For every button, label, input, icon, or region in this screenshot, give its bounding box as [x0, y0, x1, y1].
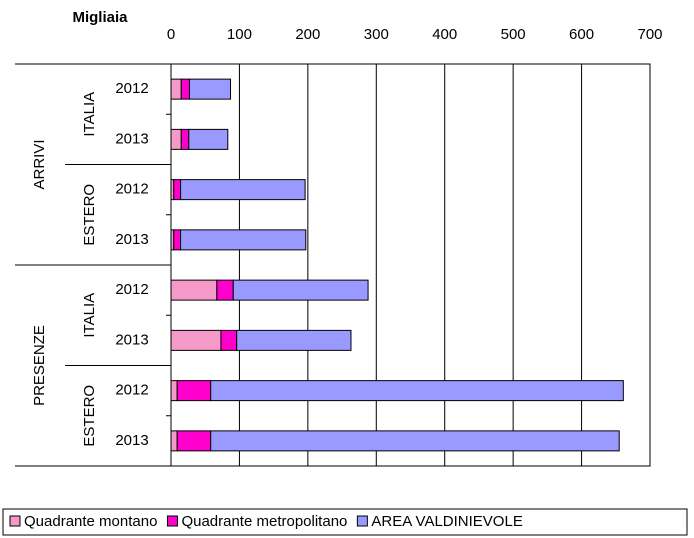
- x-tick-label: 700: [637, 26, 662, 43]
- bar-segment: [232, 279, 369, 301]
- bar-segment: [216, 279, 234, 301]
- bar-segment: [220, 329, 238, 351]
- bar-segment: [180, 229, 307, 251]
- group-label: ARRIVI: [31, 139, 48, 189]
- legend-swatch: [356, 515, 368, 527]
- bar-segment: [176, 430, 212, 452]
- bar-segment: [170, 430, 178, 452]
- bar-segment: [173, 229, 182, 251]
- bar-segment: [170, 279, 218, 301]
- bar-segment: [180, 78, 190, 100]
- y-tick-label: 2012: [115, 382, 148, 399]
- y-tick-label: 2013: [115, 231, 148, 248]
- bar-segment: [170, 329, 222, 351]
- subgroup-label: ITALIA: [81, 92, 98, 137]
- y-tick-label: 2013: [115, 331, 148, 348]
- y-tick-label: 2012: [115, 181, 148, 198]
- bar-segment: [180, 179, 306, 201]
- legend-label: AREA VALDINIEVOLE: [371, 513, 522, 530]
- x-tick-label: 200: [295, 26, 320, 43]
- bar-segment: [188, 78, 232, 100]
- bar-segment: [176, 380, 212, 402]
- bar-segment: [210, 430, 620, 452]
- legend-label: Quadrante metropolitano: [181, 513, 347, 530]
- x-tick-label: 400: [432, 26, 457, 43]
- bar-segment: [188, 128, 229, 150]
- bar-segment: [173, 179, 182, 201]
- bar-segment: [180, 128, 190, 150]
- legend-swatch: [166, 515, 178, 527]
- plot-border: [170, 63, 651, 467]
- x-tick-label: 0: [167, 26, 175, 43]
- legend-swatch: [9, 515, 21, 527]
- group-label: PRESENZE: [31, 325, 48, 406]
- x-tick-label: 300: [364, 26, 389, 43]
- subgroup-label: ESTERO: [81, 184, 98, 246]
- x-tick-label: 100: [227, 26, 252, 43]
- legend-label: Quadrante montano: [24, 513, 157, 530]
- legend-box: [2, 508, 688, 536]
- y-tick-label: 2012: [115, 281, 148, 298]
- bar-segment: [170, 380, 178, 402]
- x-tick-label: 500: [501, 26, 526, 43]
- bar-segment: [170, 78, 182, 100]
- subgroup-label: ESTERO: [81, 385, 98, 447]
- bar-segment: [170, 128, 182, 150]
- chart-title: Migliaia: [72, 9, 128, 26]
- y-tick-label: 2013: [115, 130, 148, 147]
- bar-segment: [236, 329, 352, 351]
- subgroup-label: ITALIA: [81, 293, 98, 338]
- y-tick-label: 2013: [115, 432, 148, 449]
- bar-segment: [210, 380, 624, 402]
- y-tick-label: 2012: [115, 80, 148, 97]
- x-tick-label: 600: [569, 26, 594, 43]
